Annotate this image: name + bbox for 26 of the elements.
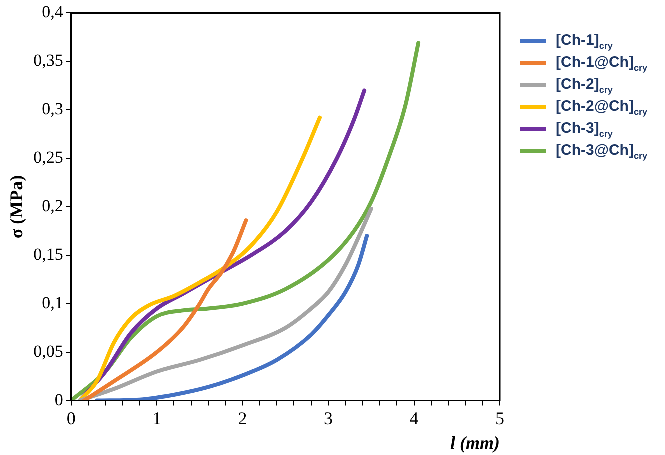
y-tick-label: 0,3 <box>42 100 64 119</box>
x-tick-label: 2 <box>238 408 248 428</box>
legend-label: [Ch-1@Ch]$_{cry}$ <box>556 54 648 72</box>
x-tick-label: 3 <box>324 408 334 428</box>
y-axis-title: σ (MPa) <box>6 175 26 239</box>
y-tick-label: 0,25 <box>34 148 64 168</box>
x-tick-label: 1 <box>152 408 162 428</box>
legend-label: [Ch-1]$_{cry}$ <box>556 32 613 50</box>
line-series <box>78 116 322 401</box>
y-tick-label: 0 <box>54 390 64 410</box>
y-tick-label: 0,2 <box>42 196 64 216</box>
line-series <box>95 234 370 401</box>
y-tick-label: 0,15 <box>34 244 64 264</box>
legend-label: [Ch-2@Ch]$_{cry}$ <box>556 98 648 116</box>
legend-label: [Ch-2]$_{cry}$ <box>556 76 613 94</box>
line-series <box>78 206 374 401</box>
x-tick-label: 4 <box>410 408 419 428</box>
y-tick-label: 0,05 <box>34 342 64 361</box>
line-series <box>82 218 248 401</box>
y-tick-label: 0,35 <box>34 51 64 70</box>
x-tick-label: 5 <box>496 408 504 428</box>
x-axis-title: l (mm) <box>450 432 500 453</box>
legend-label: [Ch-3@Ch]$_{cry}$ <box>556 142 648 160</box>
y-tick-label: 0,4 <box>42 2 64 22</box>
legend-label: [Ch-3]$_{cry}$ <box>556 120 613 138</box>
y-tick-label: 0,1 <box>42 293 64 312</box>
